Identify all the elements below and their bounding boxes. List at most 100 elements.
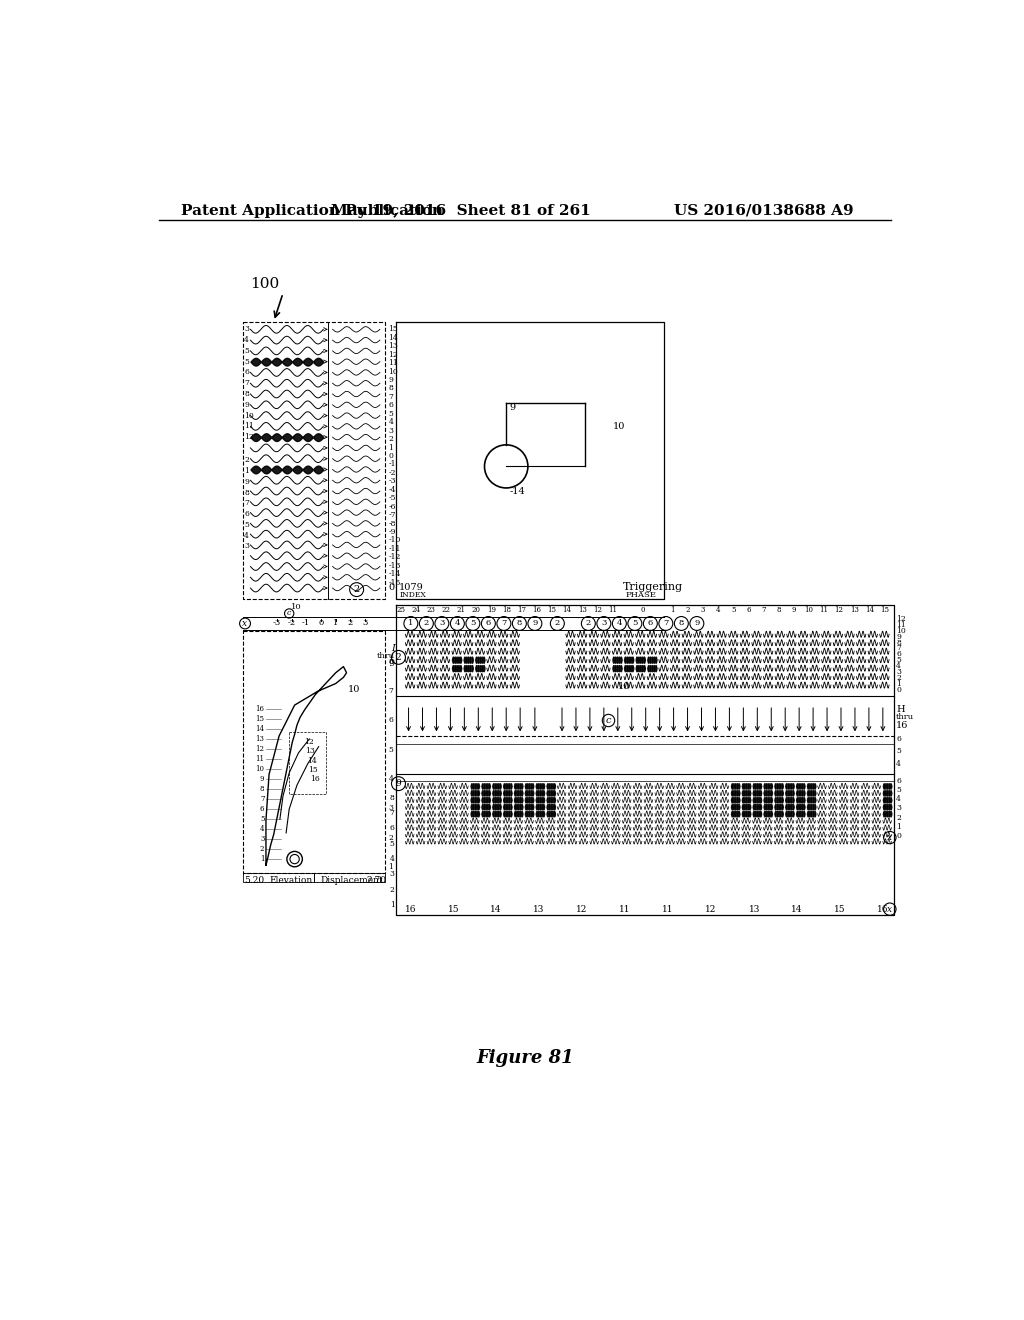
Text: 16: 16 (406, 906, 417, 915)
Text: 2: 2 (390, 886, 394, 894)
Text: 15: 15 (308, 766, 318, 774)
Text: -9: -9 (388, 528, 396, 536)
Text: 10: 10 (388, 367, 398, 376)
Text: c: c (287, 610, 291, 618)
Text: 6: 6 (388, 401, 393, 409)
Text: US 2016/0138688 A9: US 2016/0138688 A9 (674, 203, 853, 218)
Text: 2: 2 (348, 619, 353, 627)
Text: 6: 6 (390, 824, 394, 833)
Text: 10: 10 (347, 685, 359, 694)
Text: 16: 16 (896, 721, 908, 730)
Text: 3: 3 (388, 804, 393, 812)
Text: 16: 16 (255, 705, 264, 713)
Text: 2: 2 (260, 845, 264, 853)
Text: thru: thru (377, 652, 394, 660)
Text: 12: 12 (388, 351, 398, 359)
Text: 4: 4 (245, 337, 249, 345)
Text: 23: 23 (427, 606, 435, 614)
Text: 10: 10 (613, 422, 626, 430)
Text: 2: 2 (245, 457, 249, 465)
Circle shape (420, 616, 433, 631)
Text: 7: 7 (664, 619, 669, 627)
Text: 5: 5 (470, 619, 475, 627)
Text: 5: 5 (245, 521, 249, 529)
Text: 1: 1 (409, 619, 414, 627)
Text: 0: 0 (318, 619, 324, 627)
Text: 14: 14 (255, 725, 264, 733)
Text: 10: 10 (245, 412, 254, 420)
Text: 1: 1 (390, 902, 394, 909)
Text: 1: 1 (388, 863, 393, 871)
Text: 12: 12 (575, 906, 587, 915)
Text: May 19, 2016  Sheet 81 of 261: May 19, 2016 Sheet 81 of 261 (332, 203, 591, 218)
Text: 1: 1 (388, 444, 393, 451)
Text: 13: 13 (305, 747, 315, 755)
Circle shape (528, 616, 542, 631)
Circle shape (466, 616, 480, 631)
Text: 11: 11 (255, 755, 264, 763)
Text: 4: 4 (260, 825, 264, 833)
Text: 11: 11 (608, 606, 616, 614)
Text: 4: 4 (388, 418, 393, 426)
Text: -2: -2 (288, 619, 296, 627)
Text: 25: 25 (396, 606, 406, 614)
Text: 10: 10 (617, 682, 630, 692)
Text: 12: 12 (835, 606, 844, 614)
Text: 14: 14 (865, 606, 873, 614)
Text: 18: 18 (502, 606, 511, 614)
Text: 12: 12 (706, 906, 717, 915)
Text: 2: 2 (896, 813, 901, 821)
Text: 5: 5 (896, 747, 901, 755)
Text: 2: 2 (555, 619, 560, 627)
Text: 3: 3 (896, 668, 901, 676)
Text: 5: 5 (260, 814, 264, 824)
Text: 15: 15 (835, 906, 846, 915)
Text: 12: 12 (896, 615, 906, 623)
Text: 8: 8 (388, 657, 393, 667)
Text: 13: 13 (850, 606, 858, 614)
Text: -6: -6 (388, 503, 396, 511)
Text: 9: 9 (388, 376, 393, 384)
Text: -2: -2 (388, 469, 396, 477)
Text: 5: 5 (388, 409, 393, 418)
Text: c: c (606, 715, 611, 725)
Text: 4: 4 (455, 619, 460, 627)
Circle shape (658, 616, 673, 631)
Text: 9: 9 (532, 619, 538, 627)
Text: 16: 16 (878, 906, 889, 915)
Text: 2: 2 (686, 606, 690, 614)
Text: 11: 11 (620, 906, 631, 915)
Text: 12: 12 (245, 433, 254, 441)
Text: 13: 13 (578, 606, 587, 614)
Circle shape (602, 714, 614, 726)
Text: 4: 4 (896, 759, 901, 768)
Text: 3: 3 (700, 606, 706, 614)
Text: 4: 4 (896, 663, 901, 671)
Text: -4: -4 (388, 486, 396, 494)
Text: 2: 2 (388, 833, 393, 842)
Circle shape (484, 445, 528, 488)
Circle shape (884, 903, 896, 915)
Text: 10: 10 (804, 606, 813, 614)
Text: 21: 21 (457, 606, 466, 614)
Text: 4: 4 (716, 606, 721, 614)
Circle shape (675, 616, 688, 631)
Text: 6: 6 (896, 735, 901, 743)
Text: 16: 16 (532, 606, 542, 614)
Circle shape (582, 616, 595, 631)
Text: -3: -3 (388, 478, 396, 486)
Text: 0: 0 (896, 832, 901, 840)
Text: 7: 7 (501, 619, 507, 627)
Text: -7: -7 (388, 511, 396, 519)
Text: 14: 14 (792, 906, 803, 915)
Text: 16: 16 (310, 775, 319, 783)
Circle shape (550, 616, 564, 631)
Text: Displacement: Displacement (321, 876, 383, 884)
Text: 1: 1 (896, 680, 901, 688)
Text: x: x (887, 833, 892, 842)
Text: 19: 19 (487, 606, 496, 614)
Text: 3: 3 (260, 836, 264, 843)
Circle shape (690, 616, 703, 631)
Text: 9: 9 (388, 659, 394, 668)
Text: 5.20: 5.20 (245, 876, 264, 884)
